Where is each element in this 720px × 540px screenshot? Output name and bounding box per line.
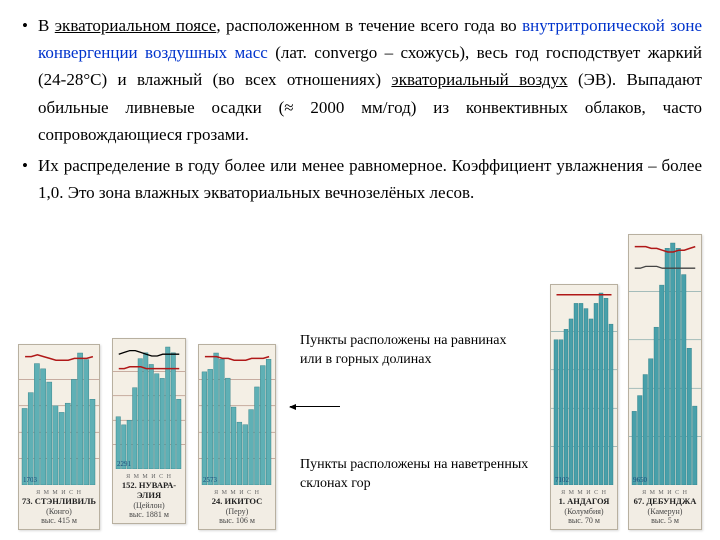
svg-text:2573: 2573 xyxy=(203,476,218,484)
term-equatorial-air: экваториальный воздух xyxy=(391,70,567,89)
note-plains: Пункты расположены на равнинах или в гор… xyxy=(300,332,520,370)
charts-row: 1703Я М М И С Н73. СТЭНЛИВИЛЬ(Конго)выс.… xyxy=(18,318,702,530)
text: , расположенном в течение всего года во xyxy=(216,16,522,35)
svg-text:1703: 1703 xyxy=(23,476,38,484)
chart-nuwara-eliya: 2291Я М М И С Н152. НУВАРА-ЭЛИЯ(Цейлон)в… xyxy=(112,338,186,524)
paragraph-2: Их распределение в году более или менее … xyxy=(38,152,702,206)
svg-text:7102: 7102 xyxy=(555,476,570,484)
chart-iquitos: 2573Я М М И С Н24. ИКИТОС(Перу)выс. 106 … xyxy=(198,344,276,530)
svg-text:2291: 2291 xyxy=(117,460,132,468)
paragraph-1: В экваториальном поясе, расположенном в … xyxy=(38,12,702,148)
chart-stanleyville: 1703Я М М И С Н73. СТЭНЛИВИЛЬ(Конго)выс.… xyxy=(18,344,100,530)
arrow-plains xyxy=(290,406,340,407)
chart-debundscha: 9650Я М М И С Н67. ДЕБУНДЖА(Камерун)выс.… xyxy=(628,234,702,530)
note-windward: Пункты расположены на наветренных склона… xyxy=(300,456,530,494)
chart-andagoya: 7102Я М М И С Н1. АНДАГОЯ(Колумбия)выс. … xyxy=(550,284,618,530)
svg-text:9650: 9650 xyxy=(633,476,648,484)
text: В xyxy=(38,16,55,35)
term-equatorial-belt: экваториальном поясе xyxy=(55,16,217,35)
